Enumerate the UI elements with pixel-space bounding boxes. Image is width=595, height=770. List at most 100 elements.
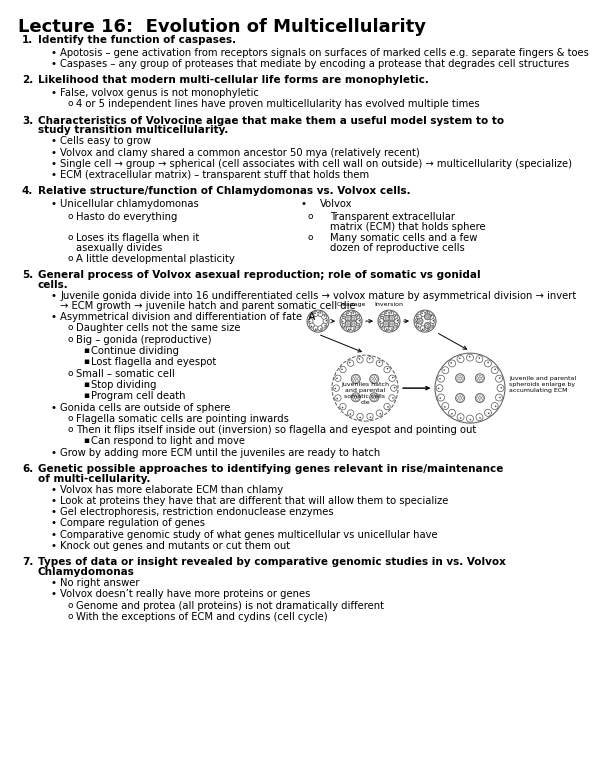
Text: 1.: 1. [22,35,33,45]
Circle shape [475,373,484,383]
Text: •: • [50,496,56,506]
Circle shape [456,393,465,403]
Circle shape [336,398,338,400]
Text: ▪: ▪ [83,380,89,389]
Circle shape [347,322,349,323]
Text: Then it flips itself inside out (inversion) so flagella and eyespot and pointing: Then it flips itself inside out (inversi… [76,425,476,435]
Circle shape [487,362,489,363]
Text: With the exceptions of ECM and cydins (cell cycle): With the exceptions of ECM and cydins (c… [76,612,328,622]
Text: Genome and protea (all proteins) is not dramatically different: Genome and protea (all proteins) is not … [76,601,384,611]
Circle shape [346,317,347,319]
Text: o: o [67,323,73,333]
Circle shape [380,321,381,323]
Circle shape [353,325,355,326]
Circle shape [352,377,355,380]
Circle shape [477,375,480,377]
Circle shape [335,375,341,381]
Text: 7.: 7. [22,557,33,567]
Text: •: • [50,578,56,588]
Circle shape [476,356,483,363]
Text: Cells easy to grow: Cells easy to grow [60,136,151,146]
Circle shape [392,397,394,399]
Circle shape [427,317,429,319]
Text: o: o [67,254,73,263]
Circle shape [466,354,474,361]
Circle shape [369,358,371,360]
Circle shape [456,397,459,400]
Circle shape [349,323,350,325]
Circle shape [384,312,389,316]
Text: → ECM growth → juvenile hatch and parent somatic cell die: → ECM growth → juvenile hatch and parent… [60,301,356,311]
Circle shape [427,328,429,330]
Circle shape [346,312,351,316]
Circle shape [442,367,449,373]
Circle shape [427,323,429,325]
Circle shape [419,322,421,323]
Text: Chlamydomonas: Chlamydomonas [38,567,135,578]
Circle shape [469,356,471,357]
Text: Juveniles hatch: Juveniles hatch [341,382,389,387]
Circle shape [359,417,361,418]
Circle shape [431,315,433,316]
Circle shape [430,319,435,323]
Circle shape [357,377,359,380]
Circle shape [481,397,484,400]
Circle shape [357,413,363,420]
Text: o: o [67,335,73,343]
Circle shape [308,319,313,323]
Circle shape [484,360,491,367]
Circle shape [427,326,429,328]
Circle shape [389,326,394,331]
Text: Grow by adding more ECM until the juveniles are ready to hatch: Grow by adding more ECM until the juveni… [60,447,380,457]
Circle shape [346,326,351,331]
Circle shape [386,325,387,326]
Circle shape [390,385,397,391]
Text: •: • [50,170,56,180]
Circle shape [351,326,356,331]
Circle shape [386,319,387,320]
Circle shape [384,403,390,410]
Text: 6.: 6. [22,464,33,474]
Text: Program cell death: Program cell death [91,391,186,401]
Circle shape [442,403,449,410]
Circle shape [333,385,339,391]
Circle shape [372,398,374,400]
Text: Transparent extracellular: Transparent extracellular [330,212,455,222]
Text: of multi-cellularity.: of multi-cellularity. [38,474,151,484]
Circle shape [357,396,359,399]
Text: Flagella somatic cells are pointing inwards: Flagella somatic cells are pointing inwa… [76,413,289,424]
Circle shape [495,406,496,407]
Circle shape [480,399,483,401]
Circle shape [461,397,464,400]
Circle shape [347,410,354,417]
Text: Look at proteins they have that are different that will allow them to specialize: Look at proteins they have that are diff… [60,496,449,506]
Circle shape [444,406,446,407]
Circle shape [313,326,318,331]
Circle shape [340,403,346,410]
Circle shape [369,393,378,402]
Text: •: • [50,59,56,69]
Circle shape [460,417,462,419]
Text: 3.: 3. [22,116,33,126]
Circle shape [391,322,393,323]
Circle shape [355,317,356,319]
Circle shape [425,312,430,316]
Circle shape [415,319,420,323]
Circle shape [313,312,318,316]
Text: Daughter cells not the same size: Daughter cells not the same size [76,323,240,333]
Circle shape [425,315,427,316]
Circle shape [309,314,314,320]
Circle shape [451,413,453,414]
Circle shape [351,393,361,402]
Circle shape [461,377,464,380]
Circle shape [386,322,387,323]
Text: die: die [360,400,370,404]
Circle shape [349,317,350,319]
Circle shape [450,362,452,363]
Circle shape [374,398,377,400]
Text: Knock out genes and mutants or cut them out: Knock out genes and mutants or cut them … [60,541,290,551]
Circle shape [418,326,419,327]
Circle shape [341,369,343,370]
Circle shape [499,377,500,379]
Circle shape [374,394,377,397]
